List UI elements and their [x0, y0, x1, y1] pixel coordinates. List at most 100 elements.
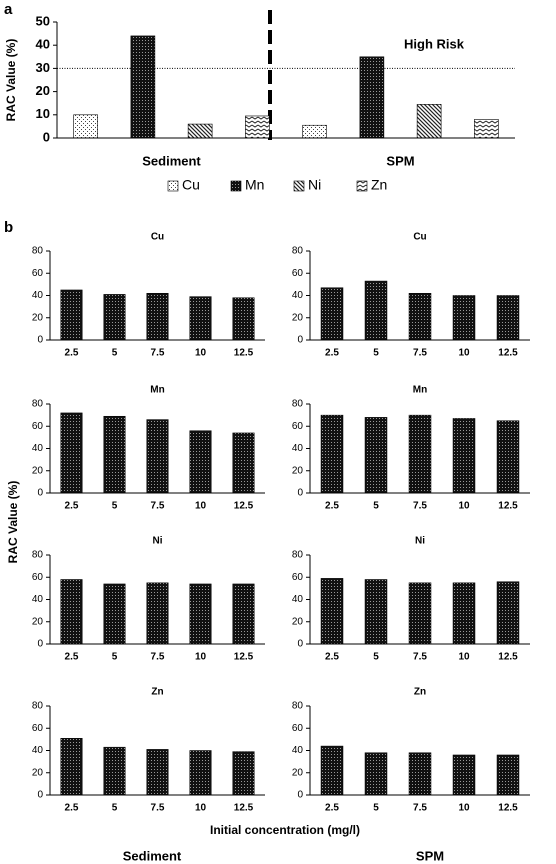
bar: [408, 414, 432, 494]
y-tick-label: 0: [297, 488, 303, 499]
x-tick-label: 10: [195, 803, 207, 814]
bar: [103, 294, 126, 341]
bar: [452, 418, 476, 494]
x-tick-label: SPM: [386, 153, 414, 168]
bar: [496, 581, 520, 645]
chart-title: Ni: [415, 536, 425, 547]
x-tick-label: 2.5: [325, 803, 339, 814]
y-tick-label: 0: [37, 488, 43, 499]
y-tick-label: 40: [292, 594, 304, 605]
y-tick-label: 80: [292, 246, 304, 257]
y-tick-label: 60: [292, 723, 304, 734]
y-tick-label: 20: [292, 312, 304, 323]
x-tick-label: Sediment: [142, 153, 201, 168]
bar: [103, 583, 126, 645]
x-tick-label: 2.5: [65, 348, 79, 359]
bar: [416, 104, 442, 139]
bar: [408, 752, 432, 796]
bar: [496, 295, 520, 341]
x-tick-label: 12.5: [234, 501, 254, 512]
y-tick-label: 20: [292, 616, 304, 627]
x-tick-label: 10: [195, 501, 207, 512]
bar: [245, 115, 270, 139]
bar: [364, 579, 388, 645]
bar: [232, 583, 255, 645]
y-tick-label: 40: [292, 290, 304, 301]
y-tick-label: 60: [32, 268, 44, 279]
bar: [60, 579, 83, 645]
y-tick-label: 20: [32, 616, 44, 627]
y-tick-label: 40: [32, 290, 44, 301]
x-tick-label: 2.5: [325, 348, 339, 359]
bar: [452, 582, 476, 645]
x-tick-label: 7.5: [413, 348, 427, 359]
y-tick-label: 40: [32, 745, 44, 756]
y-tick-label: 0: [43, 129, 50, 144]
y-tick-label: 40: [32, 443, 44, 454]
bar: [187, 123, 213, 139]
y-tick-label: 20: [32, 767, 44, 778]
legend-label: Mn: [245, 177, 264, 193]
panel-label: b: [4, 219, 13, 236]
x-tick-label: 7.5: [413, 652, 427, 663]
y-tick-label: 20: [32, 465, 44, 476]
y-tick-label: 60: [32, 421, 44, 432]
bar: [320, 745, 344, 796]
annotation: High Risk: [404, 36, 465, 51]
y-tick-label: 20: [292, 767, 304, 778]
y-tick-label: 80: [292, 701, 304, 712]
y-tick-label: 80: [32, 246, 44, 257]
x-tick-label: 10: [195, 348, 207, 359]
bar: [408, 582, 432, 645]
column-label: SPM: [416, 848, 444, 863]
y-tick-label: 80: [32, 701, 44, 712]
x-tick-label: 5: [112, 501, 118, 512]
y-tick-label: 80: [292, 550, 304, 561]
legend-label: Cu: [182, 177, 200, 193]
x-tick-label: 7.5: [151, 501, 165, 512]
bar: [130, 35, 156, 139]
chart-title: Cu: [413, 232, 426, 243]
x-tick-label: 5: [373, 501, 379, 512]
x-tick-label: 5: [112, 803, 118, 814]
y-tick-label: 60: [32, 723, 44, 734]
bar: [60, 289, 83, 341]
y-tick-label: 20: [32, 312, 44, 323]
y-tick-label: 10: [36, 106, 50, 121]
y-tick-label: 0: [37, 639, 43, 650]
legend-label: Zn: [371, 177, 387, 193]
y-tick-label: 80: [32, 550, 44, 561]
legend-swatch: [293, 180, 305, 192]
bar: [103, 415, 126, 494]
chart-title: Mn: [413, 385, 427, 396]
bar: [103, 746, 126, 796]
bar: [146, 582, 169, 645]
bar: [408, 293, 432, 341]
x-tick-label: 12.5: [234, 803, 254, 814]
y-tick-label: 0: [297, 639, 303, 650]
y-tick-label: 40: [36, 37, 50, 52]
bar: [364, 417, 388, 494]
x-axis-label: Initial concentration (mg/l): [210, 823, 360, 837]
bar: [302, 124, 327, 139]
bar: [146, 419, 169, 494]
x-tick-label: 7.5: [413, 803, 427, 814]
column-label: Sediment: [123, 848, 182, 863]
x-tick-label: 2.5: [65, 652, 79, 663]
x-tick-label: 12.5: [498, 803, 518, 814]
bar: [60, 738, 83, 796]
bar: [496, 754, 520, 796]
chart-title: Zn: [414, 687, 426, 698]
y-tick-label: 0: [297, 335, 303, 346]
bar: [232, 432, 255, 494]
bar: [320, 578, 344, 645]
bar: [189, 430, 212, 494]
bar: [60, 412, 83, 494]
y-tick-label: 50: [36, 13, 50, 28]
y-tick-label: 60: [32, 572, 44, 583]
x-tick-label: 12.5: [498, 501, 518, 512]
x-tick-label: 10: [458, 501, 470, 512]
x-tick-label: 5: [112, 652, 118, 663]
x-tick-label: 12.5: [234, 652, 254, 663]
